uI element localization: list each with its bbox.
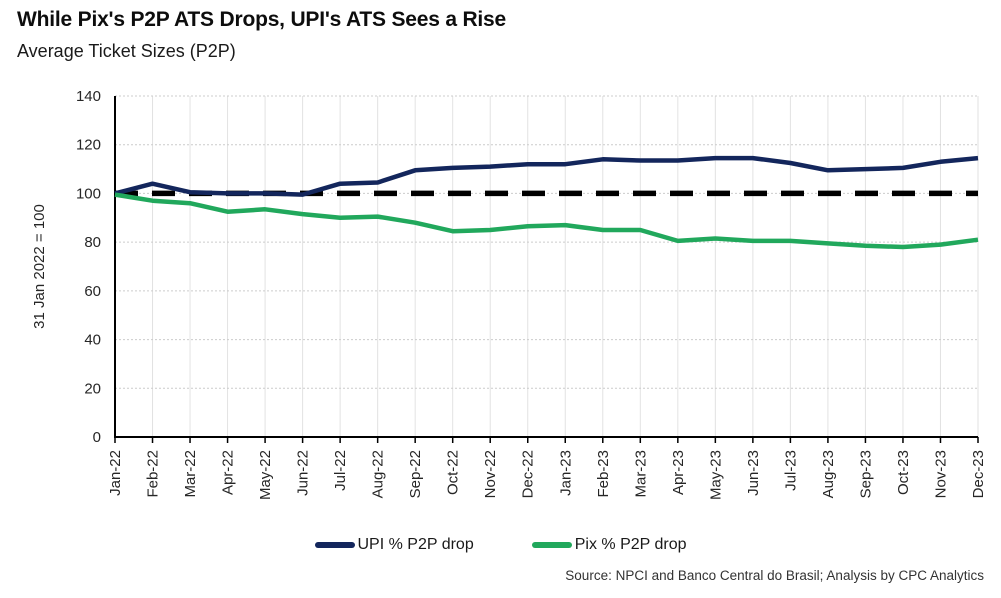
- y-tick-label: 80: [84, 234, 101, 251]
- legend-item-upi: UPI % P2P drop: [314, 536, 474, 554]
- x-tick-label: Sep-23: [857, 450, 874, 498]
- y-tick-label: 60: [84, 283, 101, 300]
- x-tick-label: Nov-23: [932, 450, 949, 498]
- legend-label-pix: Pix % P2P drop: [574, 536, 687, 553]
- x-tick-label: Aug-23: [820, 450, 837, 498]
- x-tick-label: May-23: [707, 450, 724, 500]
- y-axis-title: 31 Jan 2022 = 100: [31, 204, 48, 329]
- x-tick-label: May-22: [257, 450, 274, 500]
- x-tick-label: Mar-22: [182, 450, 199, 498]
- x-tick-label: Feb-23: [595, 450, 612, 498]
- x-tick-label: Jul-22: [332, 450, 349, 491]
- x-tick-label: Oct-22: [445, 450, 462, 495]
- source-note: Source: NPCI and Banco Central do Brasil…: [565, 568, 984, 583]
- x-tick-label: Jun-23: [745, 450, 762, 496]
- upi-line-swatch: [314, 542, 355, 548]
- y-tick-label: 140: [76, 88, 101, 105]
- legend: UPI % P2P drop Pix % P2P drop: [0, 536, 1001, 554]
- x-tick-label: Jan-23: [557, 450, 574, 496]
- x-tick-label: Sep-22: [407, 450, 424, 498]
- x-tick-label: Oct-23: [895, 450, 912, 495]
- x-tick-label: Apr-22: [220, 450, 237, 495]
- x-tick-label: Feb-22: [145, 450, 162, 498]
- x-tick-label: Mar-23: [632, 450, 649, 498]
- chart-subtitle: Average Ticket Sizes (P2P): [17, 41, 236, 61]
- y-tick-label: 20: [84, 380, 101, 397]
- upi-series-line: [114, 155, 979, 197]
- x-tick-label: Jun-22: [295, 450, 312, 496]
- x-tick-label: Jul-23: [782, 450, 799, 491]
- x-tick-label: Jan-22: [107, 450, 124, 496]
- y-tick-label: 100: [76, 185, 101, 202]
- x-tick-label: Aug-22: [370, 450, 387, 498]
- x-tick-label: Apr-23: [670, 450, 687, 495]
- chart-title: While Pix's P2P ATS Drops, UPI's ATS See…: [17, 8, 507, 31]
- y-tick-label: 40: [84, 332, 101, 349]
- pix-series-line: [114, 192, 979, 250]
- y-tick-label: 0: [93, 429, 101, 446]
- y-tick-label: 120: [76, 137, 101, 154]
- x-tick-label: Nov-22: [482, 450, 499, 498]
- x-tick-label: Dec-23: [970, 450, 987, 498]
- x-tick-label: Dec-22: [520, 450, 537, 498]
- legend-label-upi: UPI % P2P drop: [357, 536, 474, 553]
- pix-line-swatch: [531, 542, 572, 548]
- legend-item-pix: Pix % P2P drop: [531, 536, 687, 554]
